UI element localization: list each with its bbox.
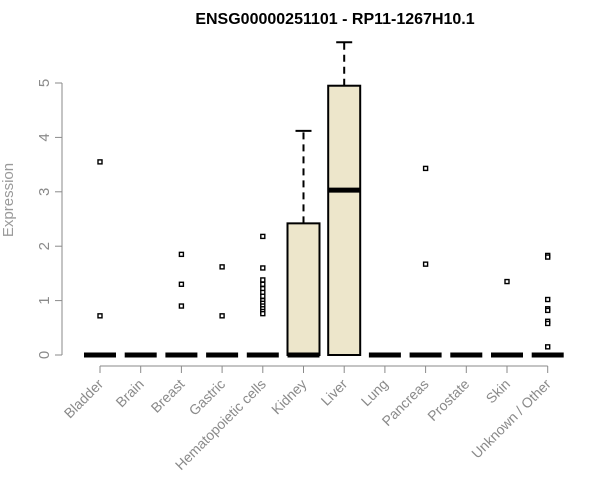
x-tick-label: Lung: [358, 376, 391, 409]
outlier-point: [422, 165, 429, 172]
outlier-point: [260, 293, 266, 299]
box-bladder: [84, 159, 116, 358]
chart-title: ENSG00000251101 - RP11-1267H10.1: [195, 11, 474, 28]
box-iqr: [286, 222, 321, 356]
box-gastric: [206, 264, 239, 358]
y-tick-label: 1: [36, 296, 53, 304]
box-kidney: [286, 129, 321, 358]
x-tick-label: Breast: [148, 376, 188, 416]
outlier-point: [260, 265, 266, 271]
x-tick-label: Liver: [318, 376, 351, 409]
outlier-point: [178, 281, 185, 287]
y-tick-label: 2: [36, 242, 53, 250]
y-tick-label: 0: [36, 351, 53, 359]
outlier-point: [97, 313, 103, 319]
outlier-point: [219, 313, 225, 319]
outlier-point: [545, 296, 551, 303]
outlier-point: [219, 264, 225, 270]
outlier-point: [260, 281, 266, 287]
box-hematopoietic-cells: [246, 233, 279, 358]
x-tick-label: Skin: [483, 376, 514, 407]
box-pancreas: [409, 165, 442, 358]
outlier-point: [545, 344, 551, 350]
y-axis: 0 1 2 3 4 5: [36, 79, 63, 359]
x-tick-label: Prostate: [424, 376, 472, 424]
outlier-point: [422, 261, 429, 267]
box-series: [84, 41, 564, 358]
outlier-point: [545, 307, 551, 314]
outlier-point: [545, 320, 551, 327]
outlier-point: [545, 254, 551, 260]
y-tick-label: 5: [36, 79, 53, 87]
box-iqr: [327, 84, 362, 356]
y-tick-label: 4: [36, 133, 53, 141]
y-tick-label: 3: [36, 188, 53, 196]
box-liver: [327, 41, 362, 356]
y-axis-label: Expression: [0, 163, 17, 237]
outlier-point: [504, 278, 510, 285]
outlier-point: [260, 277, 266, 283]
outlier-point: [260, 310, 266, 317]
outlier-point: [97, 159, 103, 165]
box-unknown-other: [531, 252, 564, 358]
outlier-point: [260, 233, 266, 240]
box-skin: [491, 278, 523, 358]
box-breast: [165, 251, 198, 358]
x-tick-label: Brain: [112, 376, 146, 410]
x-tick-label: Kidney: [268, 376, 310, 418]
outlier-point: [178, 303, 185, 309]
x-tick-label: Bladder: [61, 376, 107, 422]
outlier-point: [178, 251, 185, 258]
